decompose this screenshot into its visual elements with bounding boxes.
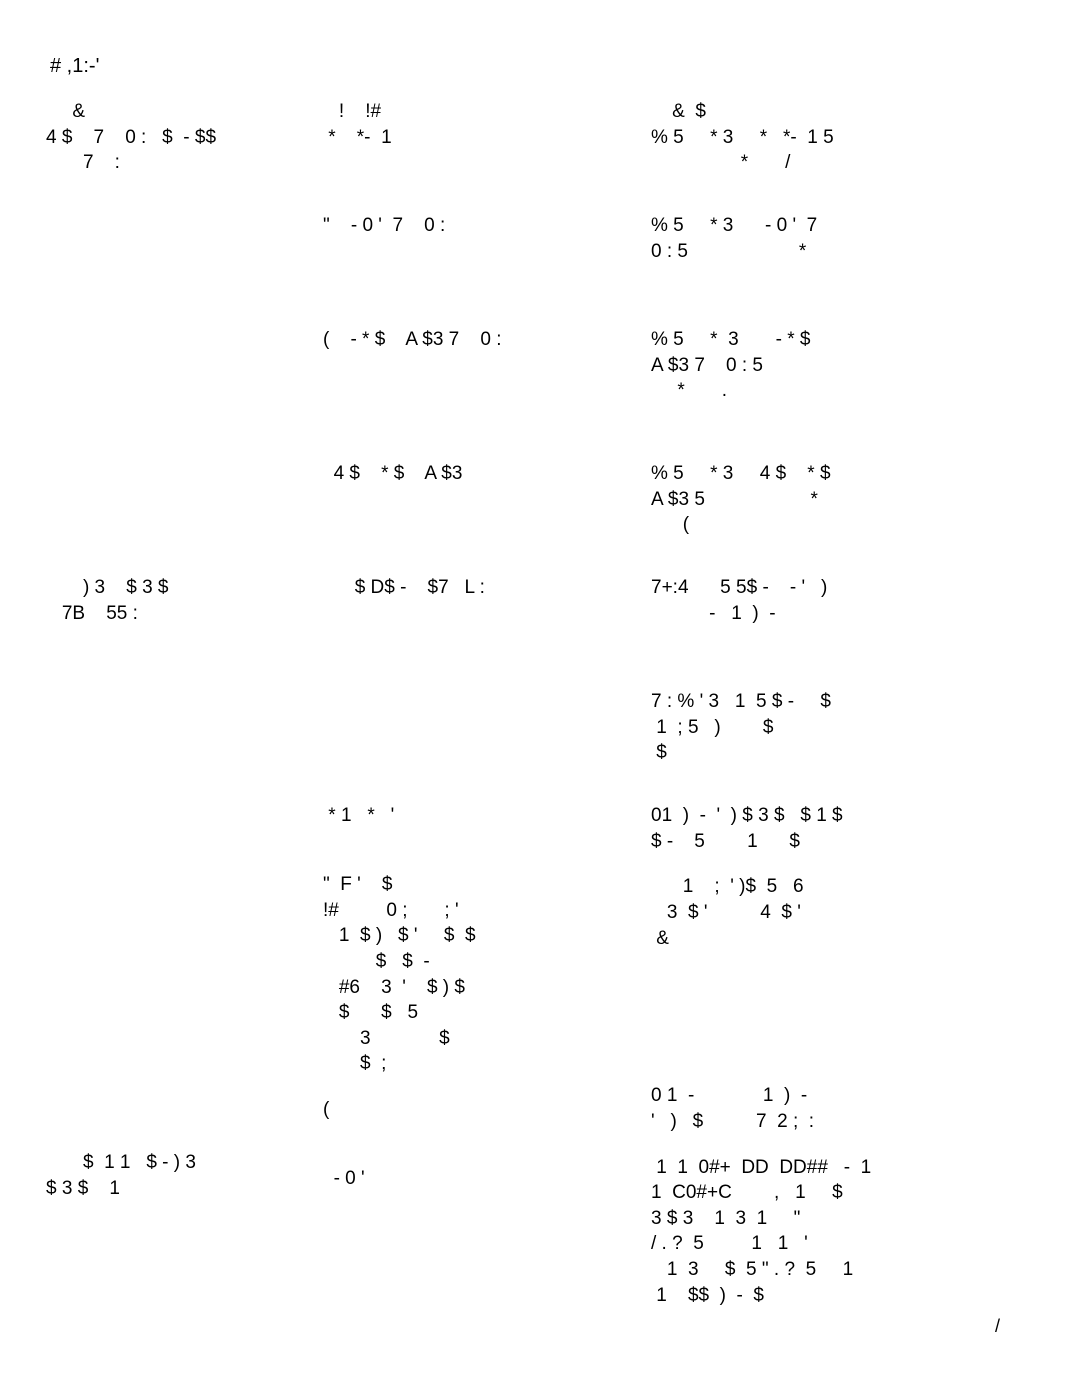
column-2: ! !# * *- 1 " - 0 ' 7 0 : ( - * $ A $3 7 0… bbox=[323, 96, 623, 1325]
page-number: / bbox=[995, 1316, 1000, 1337]
col3-cell-0: & $ % 5 * 3 * *- 1 5 * / bbox=[651, 96, 1006, 196]
col2-cell-3: 4 $ * $ A $3 bbox=[323, 458, 623, 558]
col3-cell-9: 1 1 0#+ DD DD## - 1 1 C0#+C , 1 $ 3 $ 3 … bbox=[651, 1152, 1006, 1312]
col1-cell-0: & 4 $ 7 0 : $ - $$ 7 : bbox=[40, 96, 295, 196]
col2-cell-6: * 1 * ' bbox=[323, 800, 623, 855]
col1-cell-1 bbox=[40, 210, 295, 310]
content-grid: & 4 $ 7 0 : $ - $$ 7 : ) 3 $ 3 $ 7B 55 :… bbox=[40, 96, 1025, 1325]
col1-cell-3 bbox=[40, 458, 295, 558]
col1-cell-4: ) 3 $ 3 $ 7B 55 : bbox=[40, 572, 295, 672]
col3-cell-4: 7+:4 5 5$ - - ' ) - 1 ) - bbox=[651, 572, 1006, 672]
col2-cell-8: ( bbox=[323, 1094, 623, 1149]
col3-cell-5: 7 : % ' 3 1 5 $ - $ 1 ; 5 ) $ $ bbox=[651, 686, 1006, 786]
col1-cell-5 bbox=[40, 686, 295, 786]
col3-cell-8: 0 1 - 1 ) - ' ) $ 7 2 ; : bbox=[651, 1080, 1006, 1137]
column-1: & 4 $ 7 0 : $ - $$ 7 : ) 3 $ 3 $ 7B 55 :… bbox=[40, 96, 295, 1325]
col2-cell-5 bbox=[323, 686, 623, 786]
page-header: # ,1:-' bbox=[40, 55, 1025, 78]
col2-cell-1: " - 0 ' 7 0 : bbox=[323, 210, 623, 310]
col1-cell-9: $ 1 1 $ - ) 3 $ 3 $ 1 bbox=[40, 1147, 295, 1204]
col2-cell-7: " F ' $ !# 0 ; ; ' 1 $ ) $ ' $ $ $ $ - #… bbox=[323, 869, 623, 1080]
col1-cell-7 bbox=[40, 869, 295, 1064]
col3-cell-2: % 5 * 3 - * $ A $3 7 0 : 5 * . bbox=[651, 324, 1006, 444]
col2-cell-9: - 0 ' bbox=[323, 1163, 623, 1195]
col3-cell-7: 1 ; ' )$ 5 6 3 $ ' 4 $ ' & bbox=[651, 871, 1006, 1066]
col1-cell-8 bbox=[40, 1078, 295, 1133]
column-3: & $ % 5 * 3 * *- 1 5 * / % 5 * 3 - 0 ' 7 … bbox=[651, 96, 1006, 1325]
col1-cell-6 bbox=[40, 800, 295, 855]
col1-cell-2 bbox=[40, 324, 295, 444]
col3-cell-1: % 5 * 3 - 0 ' 7 0 : 5 * bbox=[651, 210, 1006, 310]
col2-cell-2: ( - * $ A $3 7 0 : bbox=[323, 324, 623, 444]
col2-cell-0: ! !# * *- 1 bbox=[323, 96, 623, 196]
col2-cell-4: $ D$ - $7 L : bbox=[323, 572, 623, 672]
col3-cell-6: 01 ) - ' ) $ 3 $ $ 1 $ $ - 5 1 $ bbox=[651, 800, 1006, 857]
col3-cell-3: % 5 * 3 4 $ * $ A $3 5 * ( bbox=[651, 458, 1006, 558]
